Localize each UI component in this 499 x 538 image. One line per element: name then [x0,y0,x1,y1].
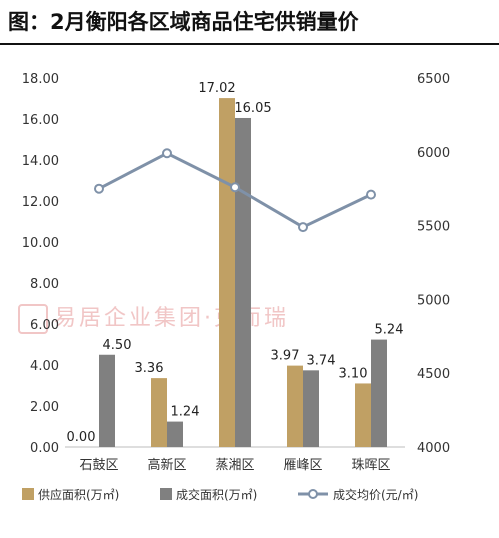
bar-data-label: 16.05 [234,101,271,116]
legend-label: 成交面积(万㎡) [176,487,257,502]
page-title: 图：2月衡阳各区域商品住宅供销量价 [8,10,359,34]
y-tick-label: 10.00 [22,236,59,251]
y-tick-label: 14.00 [22,154,59,169]
bar-data-label: 0.00 [67,430,96,445]
watermark-seal-icon [18,304,48,334]
x-tick-label: 高新区 [147,457,186,473]
bar-sales [99,354,115,447]
bar-sales [235,117,251,447]
bar-sales [303,370,319,447]
bar-supply [355,383,371,447]
y-tick-label: 4.00 [30,359,59,374]
x-tick-label: 蒸湘区 [215,458,254,473]
legend-swatch-1 [160,488,172,500]
legend-marker [308,489,318,499]
price-point [298,222,308,233]
legend-label: 成交均价(元/㎡) [333,487,418,502]
bar-data-label: 3.36 [135,361,164,376]
x-tick-label: 雁峰区 [283,458,322,473]
y2-tick-label: 6000 [417,146,450,161]
y-tick-label: 0.00 [30,441,59,456]
bar-data-label: 3.74 [307,353,336,368]
x-tick-label: 石鼓区 [79,458,118,473]
y2-tick-label: 4500 [417,367,450,382]
bar-data-label: 1.24 [171,405,200,420]
y2-tick-label: 5000 [417,293,450,308]
y-tick-label: 12.00 [22,195,59,210]
bar-sales [167,421,183,447]
y-tick-label: 16.00 [22,113,59,128]
bar-supply [287,365,303,447]
title-bar: 图：2月衡阳各区域商品住宅供销量价 [0,0,499,45]
y-tick-label: 2.00 [30,400,59,415]
price-point [162,148,172,159]
legend-label: 供应面积(万㎡) [38,487,119,502]
bar-supply [219,98,235,447]
y2-tick-label: 5500 [417,220,450,235]
price-point [230,182,240,193]
price-point [94,183,104,194]
y-tick-label: 8.00 [30,277,59,292]
x-tick-label: 珠晖区 [351,458,390,473]
y2-tick-label: 6500 [417,72,450,87]
bar-data-label: 3.97 [271,349,300,364]
y2-tick-label: 4000 [417,441,450,456]
bar-data-label: 5.24 [375,323,404,338]
title-divider [0,43,499,45]
bar-data-label: 17.02 [198,81,235,96]
y-tick-label: 6.00 [30,318,59,333]
legend-swatch-0 [22,488,34,500]
bar-data-label: 3.10 [339,366,368,381]
bar-sales [371,339,387,447]
price-point [366,189,376,200]
bar-data-label: 4.50 [103,338,132,353]
bar-supply [151,378,167,447]
y-tick-label: 18.00 [22,72,59,87]
